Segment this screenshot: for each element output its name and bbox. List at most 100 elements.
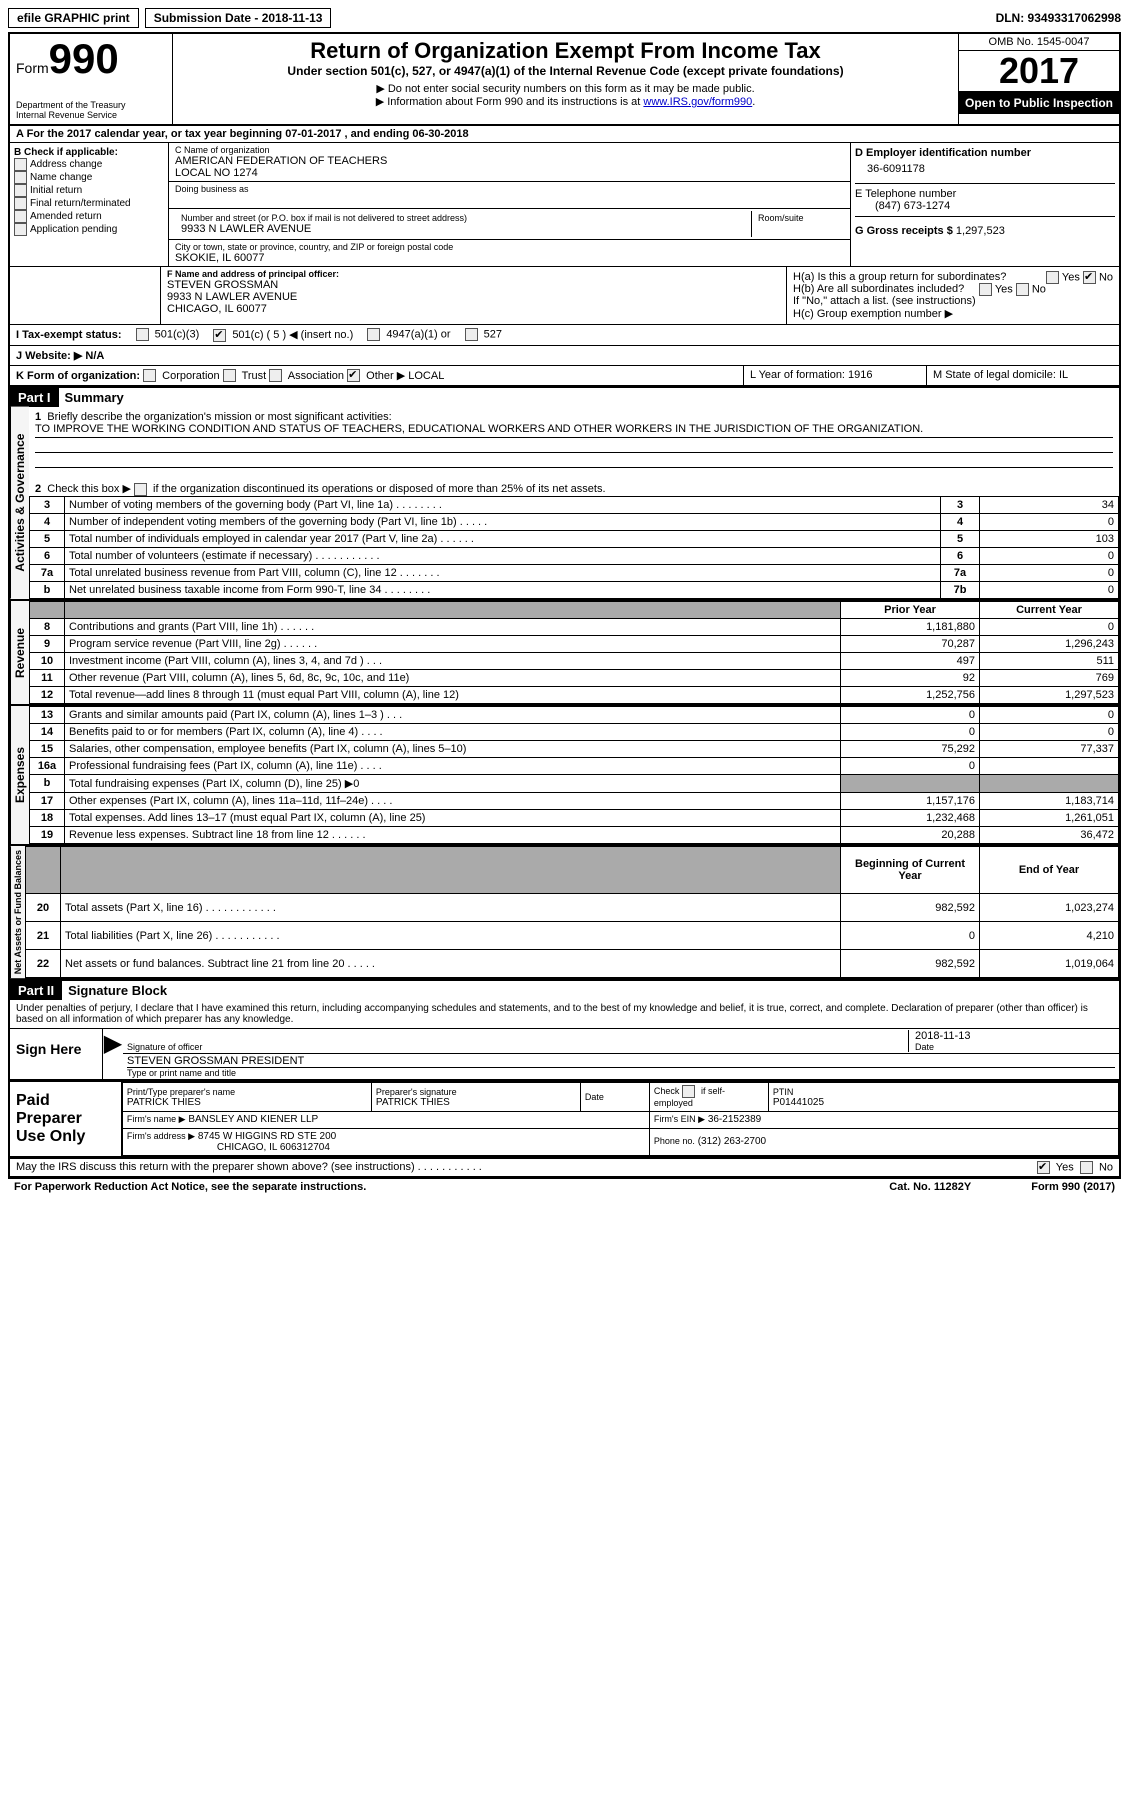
other-value: LOCAL (408, 370, 444, 382)
city-state-zip: SKOKIE, IL 60077 (175, 252, 844, 264)
checkbox-initial-return[interactable] (14, 184, 27, 197)
group-return-section: H(a) Is this a group return for subordin… (787, 267, 1119, 324)
dept-line2: Internal Revenue Service (16, 110, 166, 120)
omb-number: OMB No. 1545-0047 (959, 34, 1119, 51)
expenses-table: 13Grants and similar amounts paid (Part … (29, 706, 1119, 844)
checkbox-assoc[interactable] (269, 369, 282, 382)
note-info: ▶ Information about Form 990 and its ins… (376, 96, 644, 108)
firm-addr2: CHICAGO, IL 606312704 (127, 1142, 330, 1153)
vtab-governance: Activities & Governance (10, 407, 29, 599)
submission-date: Submission Date - 2018-11-13 (145, 8, 332, 28)
revenue-table: Prior YearCurrent Year8Contributions and… (29, 601, 1119, 704)
open-to-public: Open to Public Inspection (959, 92, 1119, 114)
form-header: Form990 Department of the Treasury Inter… (8, 32, 1121, 126)
tax-year: 2017 (959, 51, 1119, 92)
sign-here-label: Sign Here (10, 1029, 103, 1079)
checkbox-527[interactable] (465, 328, 478, 341)
checkbox-name-change[interactable] (14, 171, 27, 184)
part2-header: Part II (10, 981, 62, 1000)
part2-title: Signature Block (62, 983, 167, 998)
org-name-label: C Name of organization (175, 145, 844, 155)
paid-preparer-label: Paid Preparer Use Only (10, 1082, 122, 1156)
checkbox-ha-no[interactable] (1083, 271, 1096, 284)
top-bar: efile GRAPHIC print Submission Date - 20… (8, 8, 1121, 28)
form-title: Return of Organization Exempt From Incom… (179, 38, 952, 64)
form-org-label: K Form of organization: (16, 370, 140, 382)
firm-name: BANSLEY AND KIENER LLP (188, 1114, 318, 1125)
form-number: 990 (49, 35, 119, 82)
vtab-expenses: Expenses (10, 706, 29, 844)
checkbox-address-change[interactable] (14, 158, 27, 171)
dln: DLN: 93493317062998 (996, 11, 1121, 25)
ptin-value: P01441025 (773, 1097, 1114, 1108)
checkbox-self-employed[interactable] (682, 1085, 695, 1098)
preparer-name: PATRICK THIES (127, 1097, 367, 1108)
firm-phone: (312) 263-2700 (698, 1136, 766, 1147)
phone-label: E Telephone number (855, 188, 1115, 200)
dba-label: Doing business as (175, 184, 844, 194)
note-ssn: ▶ Do not enter social security numbers o… (179, 82, 952, 95)
checkbox-501c[interactable] (213, 329, 226, 342)
vtab-net-assets: Net Assets or Fund Balances (10, 846, 25, 978)
ein-label: D Employer identification number (855, 147, 1115, 159)
net-assets-table: Beginning of Current YearEnd of Year20To… (25, 846, 1119, 978)
discuss-question: May the IRS discuss this return with the… (16, 1161, 482, 1173)
state-domicile: M State of legal domicile: IL (927, 366, 1119, 386)
checkbox-discuss-no[interactable] (1080, 1161, 1093, 1174)
checkbox-trust[interactable] (223, 369, 236, 382)
efile-print-button[interactable]: efile GRAPHIC print (8, 8, 139, 28)
checkbox-501c3[interactable] (136, 328, 149, 341)
row-a-tax-year: A For the 2017 calendar year, or tax yea… (8, 126, 1121, 143)
preparer-sig: PATRICK THIES (376, 1097, 576, 1108)
officer-name: STEVEN GROSSMAN (167, 279, 780, 291)
checkbox-pending[interactable] (14, 223, 27, 236)
gross-receipts-label: G Gross receipts $ (855, 225, 953, 237)
officer-name-title: STEVEN GROSSMAN PRESIDENT (127, 1055, 1115, 1067)
phone-value: (847) 673-1274 (855, 200, 1115, 212)
gross-receipts-value: 1,297,523 (956, 225, 1005, 237)
officer-addr: 9933 N LAWLER AVENUE (167, 291, 780, 303)
checkbox-ha-yes[interactable] (1046, 271, 1059, 284)
checkbox-discontinued[interactable] (134, 483, 147, 496)
checkbox-final-return[interactable] (14, 197, 27, 210)
org-name-2: LOCAL NO 1274 (175, 167, 844, 179)
officer-label: F Name and address of principal officer: (167, 269, 780, 279)
checkbox-hb-no[interactable] (1016, 283, 1029, 296)
column-b-checkboxes: B Check if applicable: Address change Na… (10, 143, 169, 266)
checkbox-corp[interactable] (143, 369, 156, 382)
mission-text: TO IMPROVE THE WORKING CONDITION AND STA… (35, 423, 1113, 438)
sig-date: 2018-11-13 (915, 1030, 1115, 1042)
cat-no: Cat. No. 11282Y (889, 1181, 971, 1193)
org-name-1: AMERICAN FEDERATION OF TEACHERS (175, 155, 844, 167)
pra-notice: For Paperwork Reduction Act Notice, see … (14, 1181, 366, 1193)
firm-addr1: 8745 W HIGGINS RD STE 200 (198, 1131, 336, 1142)
form-subtitle: Under section 501(c), 527, or 4947(a)(1)… (179, 64, 952, 78)
street-address: 9933 N LAWLER AVENUE (181, 223, 745, 235)
checkbox-hb-yes[interactable] (979, 283, 992, 296)
governance-table: 3Number of voting members of the governi… (29, 496, 1119, 599)
checkbox-4947[interactable] (367, 328, 380, 341)
part1-title: Summary (59, 390, 124, 405)
tax-exempt-row: I Tax-exempt status: 501(c)(3) 501(c) ( … (8, 325, 1121, 346)
room-label: Room/suite (758, 213, 838, 223)
addr-label: Number and street (or P.O. box if mail i… (181, 213, 745, 223)
ein-value: 36-6091178 (855, 163, 1115, 175)
arrow-icon: ▶ (103, 1029, 123, 1079)
b-header: B Check if applicable: (14, 147, 164, 158)
sig-officer-label: Signature of officer (127, 1042, 908, 1052)
mission-label: Briefly describe the organization's miss… (47, 411, 391, 423)
irs-link[interactable]: www.IRS.gov/form990 (643, 96, 752, 108)
form-footer: Form 990 (2017) (1031, 1181, 1115, 1193)
website-row: J Website: ▶ N/A (8, 346, 1121, 366)
group-exemption: H(c) Group exemption number ▶ (793, 307, 1113, 320)
checkbox-other[interactable] (347, 369, 360, 382)
form-label: Form (16, 60, 49, 76)
checkbox-amended[interactable] (14, 210, 27, 223)
firm-ein: 36-2152389 (708, 1114, 761, 1125)
part1-header: Part I (10, 388, 59, 407)
preparer-table: Print/Type preparer's namePATRICK THIES … (122, 1082, 1119, 1156)
dept-line1: Department of the Treasury (16, 100, 166, 110)
checkbox-discuss-yes[interactable] (1037, 1161, 1050, 1174)
city-label: City or town, state or province, country… (175, 242, 844, 252)
perjury-declaration: Under penalties of perjury, I declare th… (10, 1000, 1119, 1029)
